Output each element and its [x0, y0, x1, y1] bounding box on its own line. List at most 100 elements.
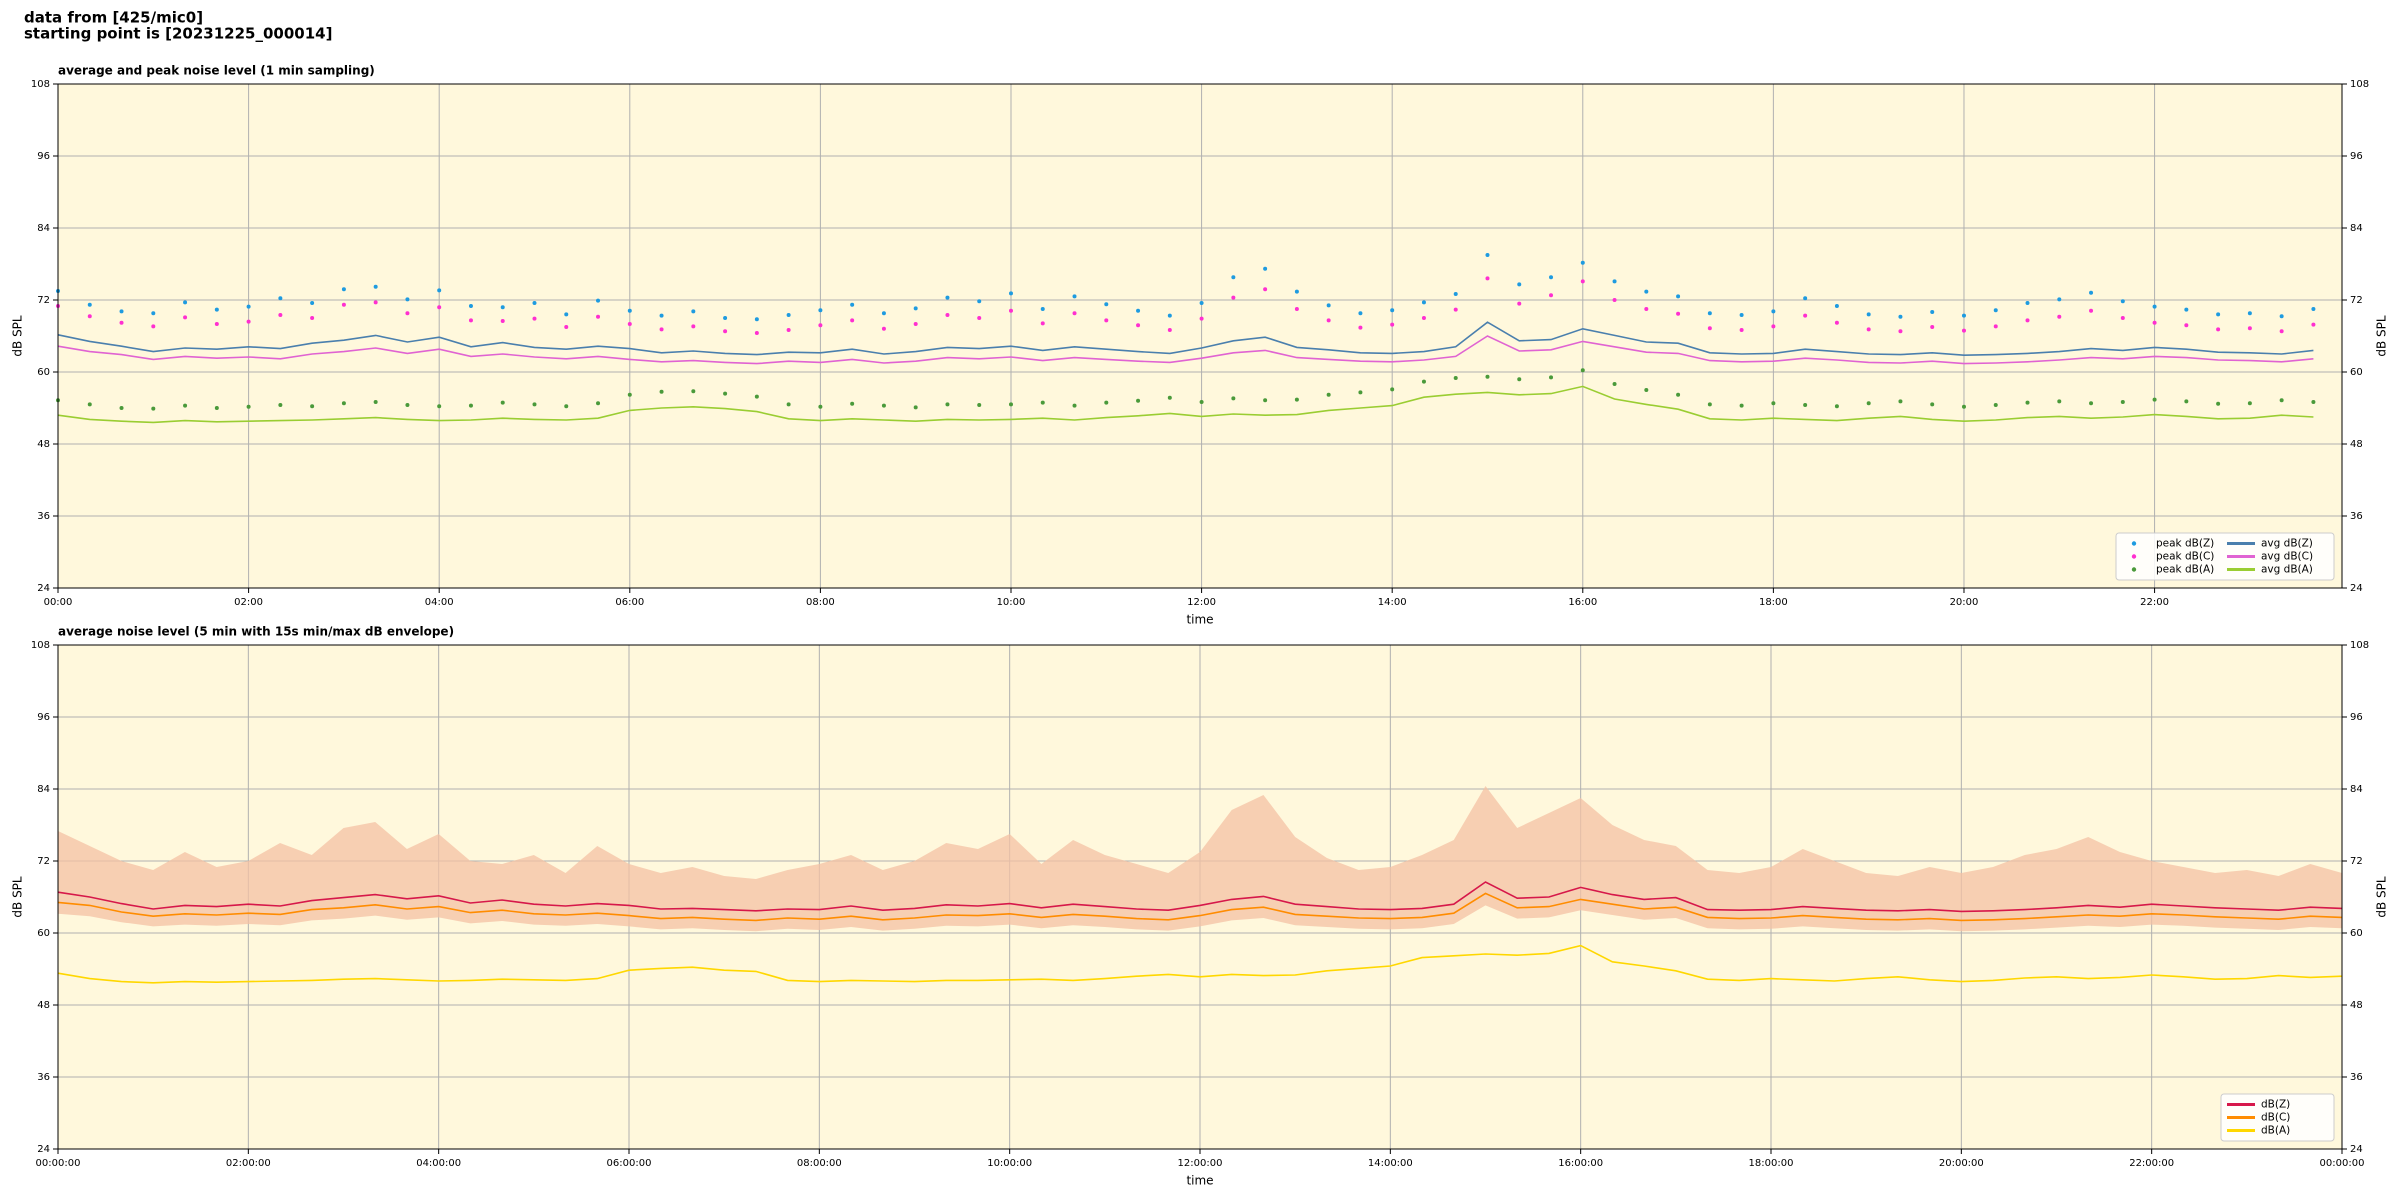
peak-point: [1930, 310, 1935, 314]
peak-point: [1676, 294, 1681, 299]
peak-point: [1263, 266, 1268, 271]
peak-point: [437, 404, 442, 409]
peak-point: [310, 316, 315, 320]
y-tick-label: 96: [37, 712, 50, 723]
y-tick-label: 36: [37, 511, 50, 522]
x-tick-label: 02:00: [234, 597, 263, 608]
series-line: [57, 321, 2314, 357]
peak-point: [913, 405, 918, 410]
peak-point: [2216, 401, 2221, 406]
peak-point: [1104, 318, 1109, 323]
peak-point: [1167, 328, 1172, 332]
x-tick-label: 22:00: [2140, 597, 2169, 608]
peak-point: [1707, 311, 1712, 316]
y-tick-label: 84: [2350, 223, 2363, 234]
peak-point: [659, 313, 664, 318]
peak-point: [532, 301, 537, 305]
peak-point: [1803, 313, 1808, 318]
peak-point: [500, 305, 505, 310]
peak-point: [627, 322, 632, 326]
peak-point: [214, 322, 219, 326]
legend-label: avg dB(C): [2261, 551, 2313, 563]
y-tick-label: 96: [2350, 151, 2363, 162]
peak-point: [786, 402, 791, 407]
peak-point: [723, 391, 728, 396]
x-tick-label: 16:00: [1568, 597, 1597, 608]
peak-point: [786, 328, 791, 332]
peak-point: [2120, 299, 2125, 304]
peak-point: [246, 304, 251, 309]
legend-label: peak dB(A): [2156, 564, 2214, 576]
x-tick-label: 18:00: [1759, 597, 1788, 608]
x-axis-label: time: [1186, 1174, 1213, 1188]
legend: dB(Z)dB(C)dB(A): [2220, 1093, 2335, 1142]
peak-point: [1771, 401, 1776, 406]
peak-point: [2279, 398, 2284, 403]
peak-point: [1263, 398, 1268, 403]
legend-swatch: [2131, 541, 2137, 546]
peak-point: [1390, 322, 1395, 327]
peak-point: [818, 323, 823, 328]
peak-point: [373, 400, 378, 404]
peak-point: [1231, 275, 1236, 280]
peak-point: [2184, 307, 2189, 312]
y-tick-label: 72: [37, 856, 50, 867]
peak-point: [2152, 320, 2157, 325]
y-tick-label: 60: [2350, 367, 2363, 378]
peak-point: [214, 307, 219, 312]
peak-point: [977, 299, 982, 304]
peak-point: [2057, 314, 2062, 319]
y-tick-label: 48: [37, 1000, 50, 1011]
peak-point: [1549, 293, 1554, 298]
peak-point: [754, 331, 759, 335]
peak-point: [1580, 368, 1585, 373]
peak-point: [1136, 323, 1141, 328]
peak-point: [1294, 397, 1299, 402]
peak-point: [2247, 326, 2252, 331]
peak-point: [1930, 402, 1935, 407]
peak-point: [754, 317, 759, 322]
peak-point: [1961, 328, 1966, 333]
peak-point: [1167, 395, 1172, 400]
legend-label: dB(C): [2261, 1112, 2290, 1124]
peak-point: [2120, 400, 2125, 404]
x-tick-label: 14:00:00: [1368, 1158, 1413, 1169]
peak-point: [214, 406, 219, 410]
peak-point: [2089, 290, 2094, 295]
peak-point: [691, 389, 696, 394]
x-tick-label: 00:00:00: [36, 1158, 81, 1169]
series-line: [57, 335, 2314, 365]
y-tick-label: 48: [2350, 439, 2363, 450]
peak-point: [1834, 404, 1839, 409]
y-tick-label: 108: [2350, 79, 2369, 90]
y-tick-label: 36: [2350, 1072, 2363, 1083]
peak-point: [2057, 399, 2062, 404]
peak-point: [1326, 318, 1331, 323]
peak-point: [1358, 311, 1363, 316]
envelope-band: [58, 786, 2342, 932]
peak-point: [1676, 311, 1681, 316]
peak-point: [1517, 377, 1522, 382]
x-tick-label: 08:00:00: [797, 1158, 842, 1169]
peak-point: [151, 324, 156, 329]
peak-point: [1644, 289, 1649, 294]
series-line: [57, 385, 2314, 424]
y-tick-label: 108: [2350, 640, 2369, 651]
peak-point: [87, 314, 92, 319]
peak-point: [1453, 376, 1458, 380]
peak-point: [119, 406, 124, 410]
y-tick-label: 96: [2350, 712, 2363, 723]
peak-point: [1612, 279, 1617, 284]
x-tick-label: 04:00:00: [416, 1158, 461, 1169]
peak-point: [2120, 316, 2125, 320]
peak-point: [1866, 401, 1871, 406]
peak-point: [1644, 307, 1649, 311]
peak-point: [1358, 390, 1363, 395]
x-tick-label: 06:00: [615, 597, 644, 608]
y-tick-label: 24: [37, 1144, 50, 1155]
axes-frame: [57, 644, 2343, 1150]
peak-point: [1739, 313, 1744, 317]
peak-point: [468, 318, 473, 323]
peak-point: [1834, 304, 1839, 308]
